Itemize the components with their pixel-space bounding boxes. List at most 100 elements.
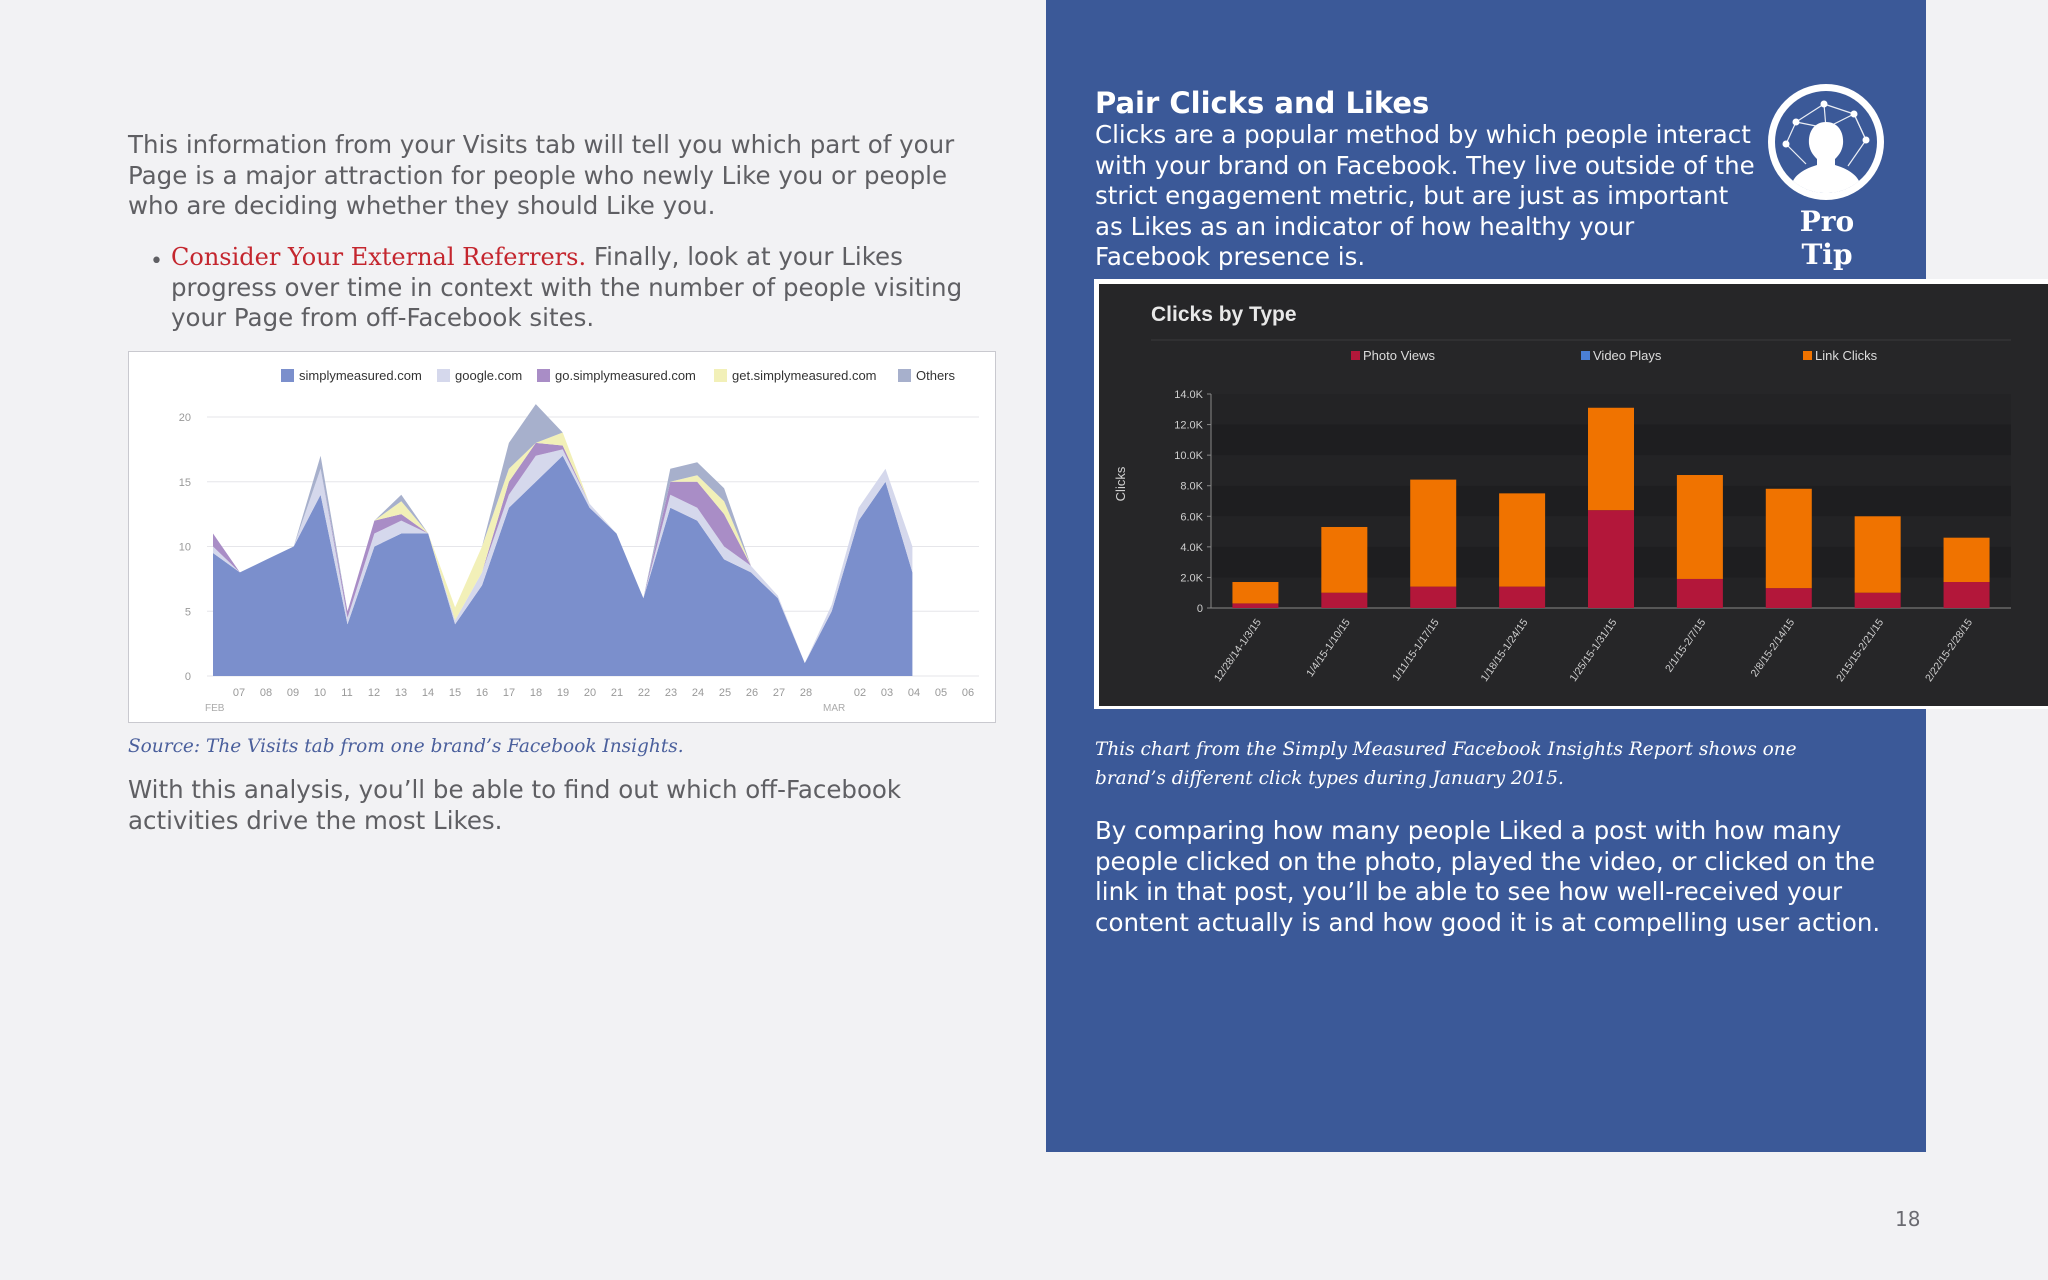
- x-tick-label: 15: [449, 687, 461, 699]
- y-tick-label: 10.0K: [1174, 450, 1203, 462]
- bar-link-clicks: [1321, 526, 1368, 593]
- bar-photo-views: [1588, 510, 1634, 608]
- x-tick-label: 27: [773, 687, 785, 699]
- bar-link-clicks: [1499, 493, 1546, 587]
- bar-photo-views: [1676, 578, 1723, 608]
- y-axis-label: Clicks: [1113, 466, 1128, 501]
- area-series-simplymeasured-com: [213, 455, 913, 676]
- bar-photo-views: [1410, 586, 1457, 608]
- y-tick-label: 5: [185, 606, 191, 618]
- y-tick-label: 12.0K: [1174, 420, 1203, 432]
- x-tick-label: 2/15/15-2/21/15: [1834, 617, 1886, 684]
- x-tick-label: 19: [557, 687, 569, 699]
- x-tick-label: 28: [800, 687, 812, 699]
- x-tick-label: 09: [287, 687, 299, 699]
- x-tick-label: 2/8/15-2/14/15: [1749, 617, 1798, 679]
- right-chart-caption: This chart from the Simply Measured Face…: [1095, 739, 1797, 789]
- x-tick-label: 17: [503, 687, 515, 699]
- x-tick-label: 18: [530, 687, 542, 699]
- legend-label: get.simplymeasured.com: [732, 368, 877, 383]
- legend-label: go.simplymeasured.com: [555, 368, 696, 383]
- pro-tip-body: Clicks are a popular method by which peo…: [1095, 120, 1755, 271]
- bullet-body: Finally, look at your Likes progress ove…: [171, 242, 963, 332]
- y-tick-label: 8.0K: [1180, 481, 1203, 493]
- pro-tip-title: Pair Clicks and Likes: [1095, 86, 1430, 120]
- y-tick-label: 20: [179, 412, 191, 424]
- y-tick-label: 0: [1197, 603, 1203, 615]
- left-chart-caption: Source: The Visits tab from one brand’s …: [128, 736, 684, 757]
- x-group-label: FEB: [205, 703, 225, 714]
- legend-label: google.com: [455, 368, 522, 383]
- y-tick-label: 0: [185, 671, 191, 683]
- bar-link-clicks: [1765, 488, 1812, 589]
- page-number: 18: [1895, 1207, 1921, 1231]
- legend-swatch: [437, 369, 450, 382]
- y-tick-label: 4.0K: [1180, 542, 1203, 554]
- x-tick-label: 02: [854, 687, 866, 699]
- legend-swatch: [281, 369, 294, 382]
- bar-photo-views: [1499, 586, 1546, 608]
- x-tick-label: 24: [692, 687, 704, 699]
- x-tick-label: 1/25/15-1/31/15: [1567, 617, 1619, 684]
- bar-link-clicks: [1854, 516, 1901, 593]
- x-tick-label: 1/4/15-1/10/15: [1304, 617, 1353, 679]
- head-network-icon: [1766, 82, 1886, 202]
- y-tick-label: 10: [179, 542, 191, 554]
- legend-swatch: [1581, 351, 1590, 360]
- x-tick-label: 07: [233, 687, 245, 699]
- bar-link-clicks: [1676, 475, 1723, 579]
- clicks-by-type-chart-svg: Clicks by Type Photo Views Video Plays Link…: [1113, 303, 2011, 684]
- x-tick-label: 04: [908, 687, 920, 699]
- x-tick-label: 13: [395, 687, 407, 699]
- x-tick-label: 14: [422, 687, 434, 699]
- x-tick-label: 26: [746, 687, 758, 699]
- bar-photo-views: [1765, 588, 1812, 608]
- x-tick-label: 12/28/14-1/3/15: [1212, 617, 1264, 684]
- legend-label: Link Clicks: [1815, 348, 1878, 363]
- x-tick-label: 1/18/15-1/24/15: [1479, 617, 1531, 684]
- y-tick-label: 14.0K: [1174, 389, 1203, 401]
- bullet-highlight: Consider Your External Referrers.: [171, 243, 587, 271]
- x-tick-label: 08: [260, 687, 272, 699]
- legend-swatch: [898, 369, 911, 382]
- x-tick-label: 22: [638, 687, 650, 699]
- bar-photo-views: [1943, 582, 1990, 608]
- legend-label: Video Plays: [1593, 348, 1662, 363]
- legend-swatch: [1351, 351, 1360, 360]
- x-tick-label: 25: [719, 687, 731, 699]
- pro-tip-label: Pro Tip: [1799, 205, 1855, 271]
- bullet-paragraph: Consider Your External Referrers. Finall…: [171, 242, 1001, 334]
- y-tick-label: 15: [179, 477, 191, 489]
- x-tick-label: 1/11/15-1/17/15: [1390, 617, 1442, 684]
- visits-referrer-chart-svg: simplymeasured.com google.com go.simplymea…: [179, 368, 979, 714]
- legend-swatch: [537, 369, 550, 382]
- x-tick-label: 23: [665, 687, 677, 699]
- chart-title: Clicks by Type: [1151, 303, 1297, 326]
- x-group-label: MAR: [823, 703, 845, 714]
- bar-link-clicks: [1232, 582, 1279, 604]
- y-tick-label: 6.0K: [1180, 511, 1203, 523]
- x-tick-label: 11: [341, 687, 352, 699]
- x-tick-label: 03: [881, 687, 893, 699]
- bar-photo-views: [1232, 603, 1279, 608]
- x-tick-label: 06: [962, 687, 974, 699]
- x-tick-label: 21: [611, 687, 623, 699]
- x-tick-label: 05: [935, 687, 947, 699]
- x-tick-label: 20: [584, 687, 596, 699]
- legend-swatch: [1803, 351, 1812, 360]
- bullet-marker: •: [150, 249, 163, 274]
- closing-paragraph: With this analysis, you’ll be able to fi…: [128, 775, 902, 835]
- y-tick-label: 2.0K: [1180, 572, 1203, 584]
- legend-label: Others: [916, 368, 956, 383]
- bar-link-clicks: [1410, 479, 1457, 587]
- intro-paragraph: This information from your Visits tab wi…: [128, 130, 955, 220]
- x-tick-label: 2/22/15-2/28/15: [1923, 617, 1975, 684]
- x-tick-label: 10: [314, 687, 326, 699]
- x-tick-label: 16: [476, 687, 488, 699]
- x-tick-label: 2/1/15-2/7/15: [1663, 617, 1708, 675]
- bar-photo-views: [1854, 592, 1901, 608]
- bar-link-clicks: [1943, 537, 1990, 583]
- visits-referrer-chart: simplymeasured.com google.com go.simplymea…: [128, 351, 996, 723]
- bar-link-clicks: [1588, 407, 1634, 511]
- clicks-by-type-chart: Clicks by Type Photo Views Video Plays Link…: [1099, 284, 2048, 706]
